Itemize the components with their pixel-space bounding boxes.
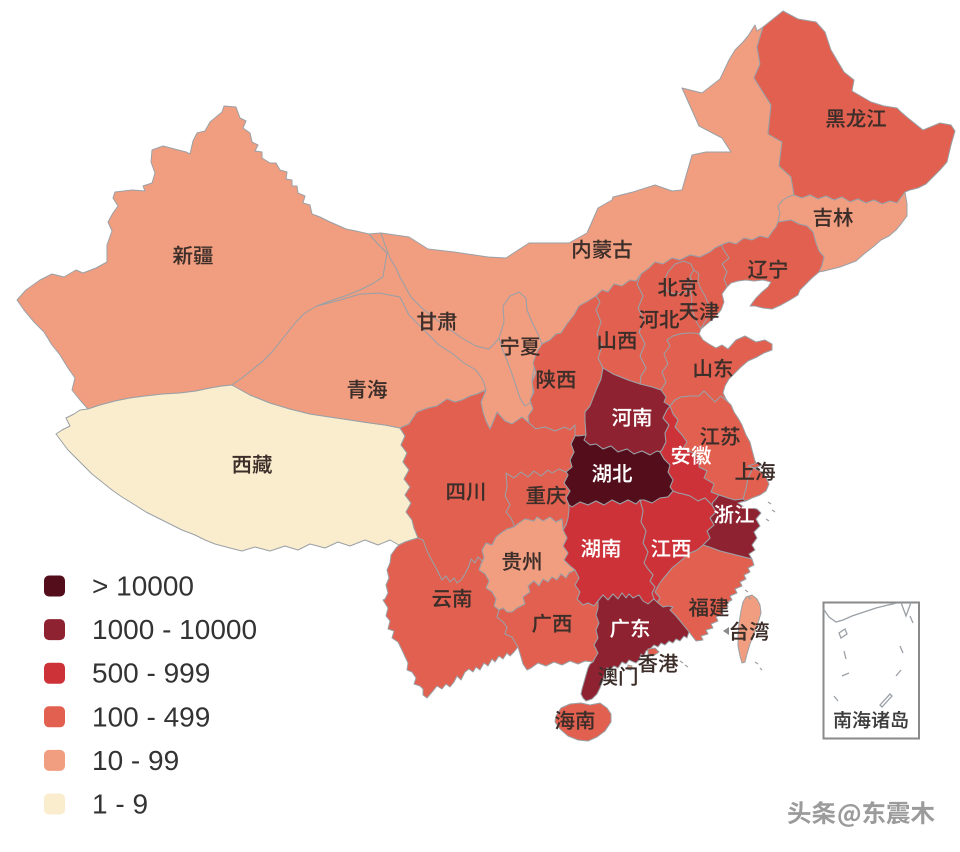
svg-text:> 10000: > 10000 xyxy=(92,571,194,602)
svg-text:100 - 499: 100 - 499 xyxy=(92,701,210,732)
svg-text:10 - 99: 10 - 99 xyxy=(92,745,179,776)
svg-text:500 - 999: 500 - 999 xyxy=(92,658,210,689)
svg-text:1000 - 10000: 1000 - 10000 xyxy=(92,614,257,645)
svg-text:1 - 9: 1 - 9 xyxy=(92,789,148,820)
